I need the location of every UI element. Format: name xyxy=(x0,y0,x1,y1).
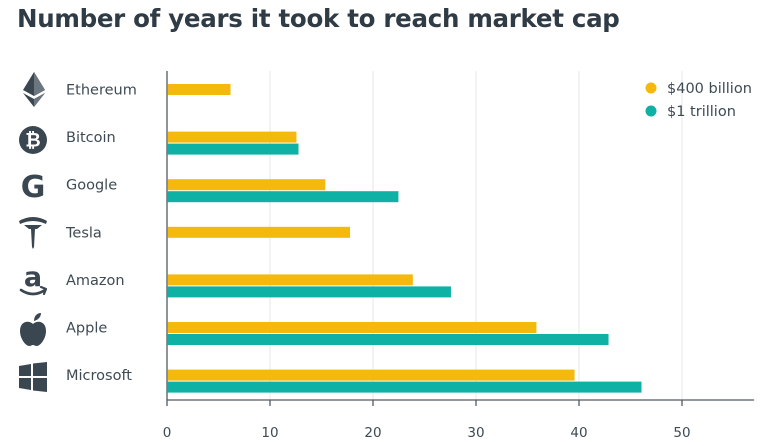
legend-marker xyxy=(645,105,657,117)
x-tick-label: 20 xyxy=(364,425,381,441)
category-icons: ₿ G a xyxy=(19,72,48,392)
bar-400b-apple xyxy=(167,322,537,333)
bar-400b-google xyxy=(167,179,326,191)
legend-label: $400 billion xyxy=(667,81,752,97)
bar-1t-amazon xyxy=(167,286,451,298)
bars xyxy=(167,84,642,393)
category-label: Microsoft xyxy=(66,368,132,384)
category-label: Bitcoin xyxy=(66,130,116,146)
bitcoin-icon: ₿ xyxy=(19,126,47,154)
bar-1t-google xyxy=(167,191,399,203)
x-axis-ticks: 0 10 20 30 40 50 xyxy=(163,400,691,441)
amazon-icon: a xyxy=(19,262,48,296)
x-tick-label: 40 xyxy=(570,425,587,441)
legend-label: $1 trillion xyxy=(667,104,736,120)
x-tick-label: 0 xyxy=(163,425,172,441)
legend: $400 billion $1 trillion xyxy=(645,81,752,120)
bar-400b-bitcoin xyxy=(167,131,297,143)
category-label: Amazon xyxy=(66,273,125,289)
category-label: Google xyxy=(66,178,117,194)
apple-icon xyxy=(20,313,46,346)
category-label: Ethereum xyxy=(66,83,137,99)
svg-text:a: a xyxy=(24,262,42,293)
google-icon: G xyxy=(21,170,46,205)
tesla-icon xyxy=(19,217,47,249)
bar-400b-tesla xyxy=(167,226,351,238)
bar-1t-bitcoin xyxy=(167,143,299,155)
windows-icon xyxy=(19,362,47,392)
x-tick-label: 50 xyxy=(673,425,690,441)
bar-400b-amazon xyxy=(167,274,413,286)
svg-text:G: G xyxy=(21,170,46,205)
chart-title: Number of years it took to reach market … xyxy=(17,4,620,33)
legend-marker xyxy=(645,82,657,94)
x-tick-label: 30 xyxy=(467,425,484,441)
bar-1t-microsoft xyxy=(167,381,642,393)
category-labels: Ethereum Bitcoin Google Tesla Amazon Apple Mic… xyxy=(65,83,137,385)
bar-400b-microsoft xyxy=(167,369,575,381)
category-label: Apple xyxy=(66,321,107,337)
ethereum-icon xyxy=(23,72,45,107)
svg-text:₿: ₿ xyxy=(25,130,40,152)
bar-1t-apple xyxy=(167,334,609,345)
gridlines xyxy=(269,71,683,400)
x-tick-label: 10 xyxy=(261,425,278,441)
category-label: Tesla xyxy=(65,225,102,241)
bar-400b-ethereum xyxy=(167,84,231,95)
